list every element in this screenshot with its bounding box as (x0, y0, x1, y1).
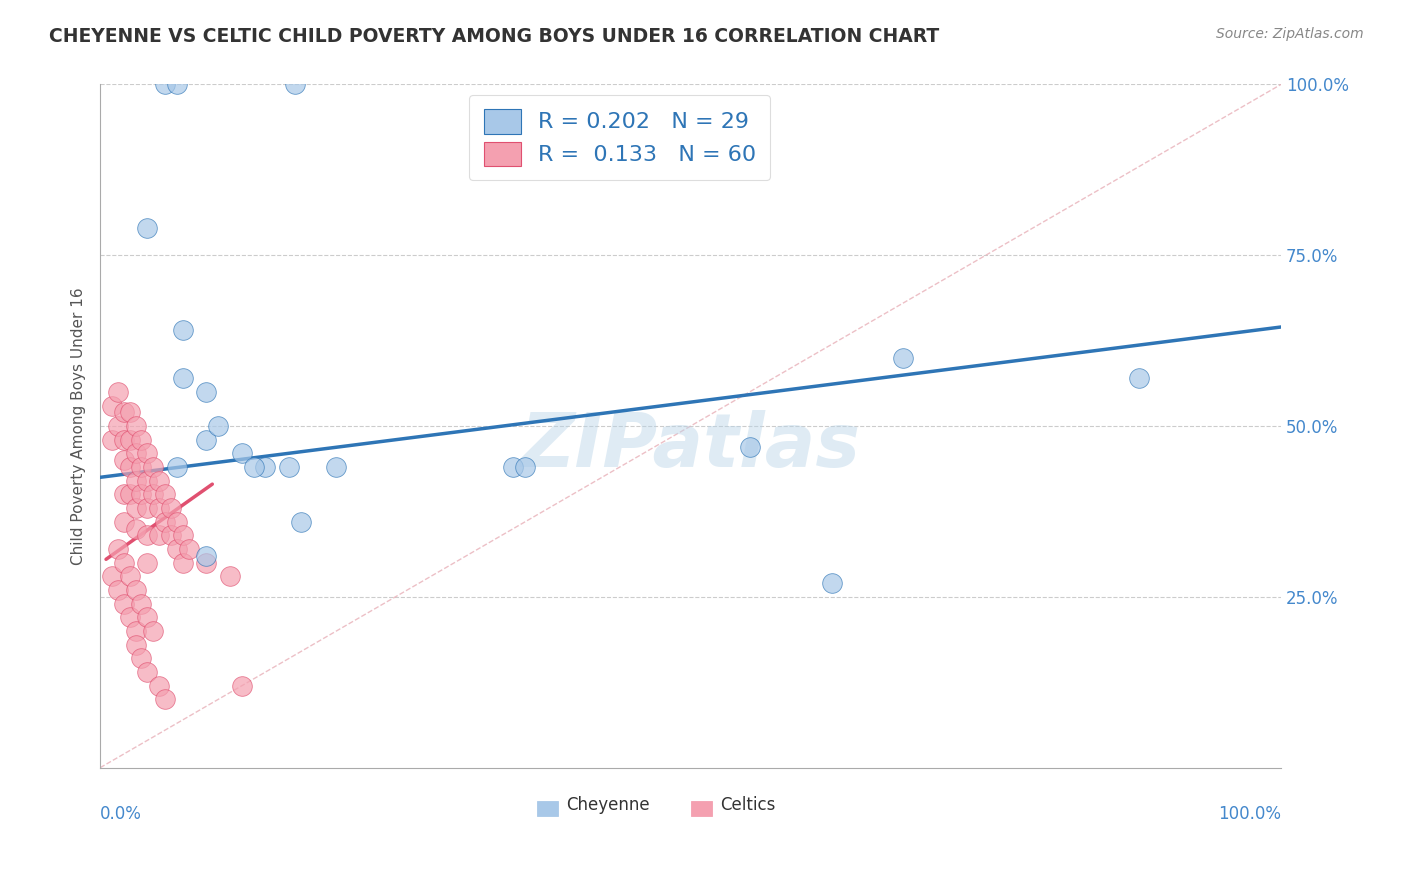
Point (107, 542, 129, 557)
Point (231, 446, 253, 460)
Point (101, 569, 124, 583)
Point (101, 399, 124, 413)
Point (153, 692, 176, 706)
Point (515, 460, 537, 475)
Point (177, 542, 200, 557)
Point (148, 528, 170, 542)
Point (195, 549, 218, 563)
Point (136, 446, 159, 460)
Point (195, 556, 218, 570)
Text: CHEYENNE VS CELTIC CHILD POVERTY AMONG BOYS UNDER 16 CORRELATION CHART: CHEYENNE VS CELTIC CHILD POVERTY AMONG B… (49, 27, 939, 45)
Point (142, 460, 165, 475)
Bar (690, 800, 711, 815)
Bar (537, 800, 558, 815)
Point (131, 597, 153, 611)
Point (207, 419, 229, 434)
Point (325, 460, 347, 475)
Point (136, 528, 159, 542)
Point (107, 419, 129, 434)
Point (112, 597, 135, 611)
Point (112, 405, 135, 419)
Text: ZIPatlas: ZIPatlas (520, 410, 860, 483)
Point (118, 569, 141, 583)
Point (148, 474, 170, 488)
Y-axis label: Child Poverty Among Boys Under 16: Child Poverty Among Boys Under 16 (72, 287, 86, 565)
Point (136, 501, 159, 516)
Point (112, 515, 135, 529)
Point (172, 528, 194, 542)
Text: 100.0%: 100.0% (1218, 805, 1281, 823)
Point (118, 460, 141, 475)
Point (172, 371, 194, 385)
Point (148, 501, 170, 516)
Point (153, 487, 176, 501)
Point (254, 460, 277, 475)
Point (284, 78, 307, 92)
Point (118, 487, 141, 501)
Point (112, 556, 135, 570)
Point (160, 528, 183, 542)
Point (124, 624, 146, 638)
Point (136, 665, 159, 679)
Text: Celtics: Celtics (720, 797, 776, 814)
Text: 0.0%: 0.0% (100, 805, 142, 823)
Point (502, 460, 524, 475)
Point (136, 221, 159, 235)
Point (112, 487, 135, 501)
Point (219, 569, 242, 583)
Point (118, 610, 141, 624)
Point (136, 610, 159, 624)
Point (153, 515, 176, 529)
Point (290, 515, 312, 529)
Legend: R = 0.202   N = 29, R =  0.133   N = 60: R = 0.202 N = 29, R = 0.133 N = 60 (470, 95, 770, 180)
Point (166, 515, 188, 529)
Point (891, 351, 914, 365)
Point (112, 453, 135, 467)
Point (153, 78, 176, 92)
Point (172, 556, 194, 570)
Point (124, 419, 146, 434)
Point (1128, 371, 1150, 385)
Point (118, 405, 141, 419)
Point (136, 474, 159, 488)
Point (166, 542, 188, 557)
Point (131, 433, 153, 447)
Point (124, 582, 146, 597)
Point (738, 440, 761, 454)
Text: Source: ZipAtlas.com: Source: ZipAtlas.com (1216, 27, 1364, 41)
Point (101, 433, 124, 447)
Point (118, 433, 141, 447)
Point (124, 474, 146, 488)
Point (166, 78, 188, 92)
Point (160, 501, 183, 516)
Point (195, 433, 218, 447)
Point (124, 638, 146, 652)
Point (131, 651, 153, 665)
Point (112, 433, 135, 447)
Point (131, 460, 153, 475)
Point (148, 679, 170, 693)
Point (166, 460, 188, 475)
Point (107, 384, 129, 399)
Point (107, 582, 129, 597)
Point (821, 576, 844, 591)
Point (124, 446, 146, 460)
Point (136, 556, 159, 570)
Point (172, 323, 194, 337)
Point (195, 384, 218, 399)
Point (242, 460, 264, 475)
Point (142, 487, 165, 501)
Point (131, 487, 153, 501)
Point (124, 501, 146, 516)
Text: Cheyenne: Cheyenne (567, 797, 650, 814)
Point (278, 460, 301, 475)
Point (124, 522, 146, 536)
Point (231, 679, 253, 693)
Point (142, 624, 165, 638)
